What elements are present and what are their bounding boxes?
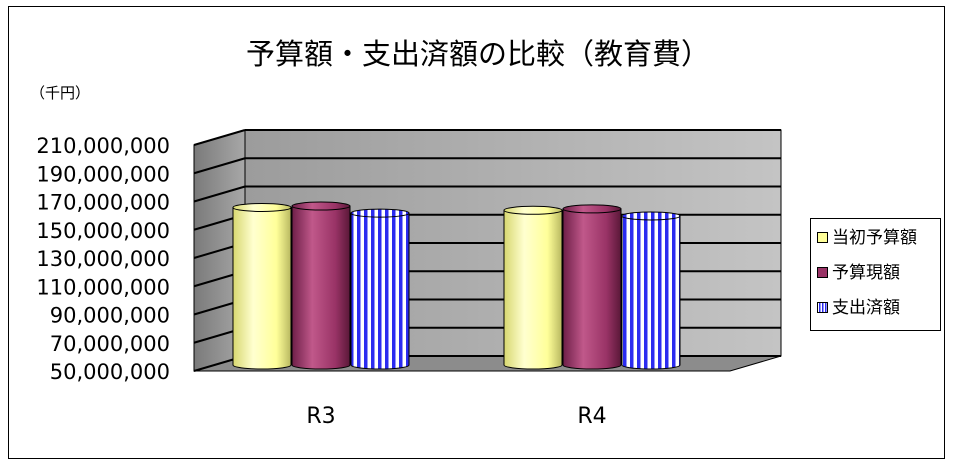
legend-label-current-budget: 予算現額 bbox=[832, 263, 900, 283]
y-unit-label: （千円） bbox=[30, 84, 90, 102]
bar-expenditure-r4 bbox=[621, 211, 681, 370]
cylinder-top bbox=[350, 208, 410, 218]
x-category-label: R3 bbox=[306, 404, 335, 429]
y-tick-label: 190,000,000 bbox=[36, 162, 170, 186]
cylinder-top bbox=[562, 204, 622, 214]
legend-box bbox=[810, 218, 941, 331]
cylinder-top bbox=[232, 202, 292, 212]
gridline-side bbox=[193, 129, 246, 146]
y-axis-tick-labels: 50,000,000 70,000,000 90,000,000 110,000,00… bbox=[36, 134, 170, 384]
legend-swatch-current-budget bbox=[817, 267, 828, 278]
cylinder-body bbox=[350, 212, 410, 370]
legend: 当初予算額 予算現額 支出済額 bbox=[810, 218, 941, 331]
cylinder-top bbox=[621, 211, 681, 221]
gridline-side bbox=[193, 157, 246, 175]
bar-current-budget-r3 bbox=[291, 201, 351, 370]
cylinder-body bbox=[503, 209, 563, 370]
bar-expenditure-r3 bbox=[350, 208, 410, 370]
cylinder-top bbox=[291, 201, 351, 211]
gridline-side bbox=[193, 185, 246, 203]
y-tick-label: 210,000,000 bbox=[36, 134, 170, 158]
y-tick-label: 90,000,000 bbox=[50, 304, 170, 328]
bar-current-budget-r4 bbox=[562, 204, 622, 370]
bar-initial-budget-r3 bbox=[232, 202, 292, 370]
y-tick-label: 50,000,000 bbox=[50, 360, 170, 384]
legend-label-expenditure: 支出済額 bbox=[832, 298, 900, 318]
cylinder-body bbox=[562, 208, 622, 370]
chart-title: 予算額・支出済額の比較（教育費） bbox=[246, 37, 710, 71]
y-tick-label: 70,000,000 bbox=[50, 332, 170, 356]
cylinder-body bbox=[621, 215, 681, 370]
legend-swatch-expenditure bbox=[817, 302, 828, 313]
x-axis-category-labels: R3 R4 bbox=[306, 404, 606, 429]
cylinder-top bbox=[503, 205, 563, 215]
legend-swatch-initial-budget bbox=[817, 232, 828, 243]
cylinder-body bbox=[232, 206, 292, 370]
y-tick-label: 150,000,000 bbox=[36, 219, 170, 243]
y-tick-label: 130,000,000 bbox=[36, 247, 170, 271]
legend-label-initial-budget: 当初予算額 bbox=[832, 228, 917, 248]
x-category-label: R4 bbox=[577, 404, 606, 429]
bar-series bbox=[232, 201, 681, 370]
y-tick-label: 110,000,000 bbox=[36, 275, 170, 299]
cylinder-body bbox=[291, 205, 351, 370]
bar-initial-budget-r4 bbox=[503, 205, 563, 370]
y-tick-label: 170,000,000 bbox=[36, 191, 170, 215]
